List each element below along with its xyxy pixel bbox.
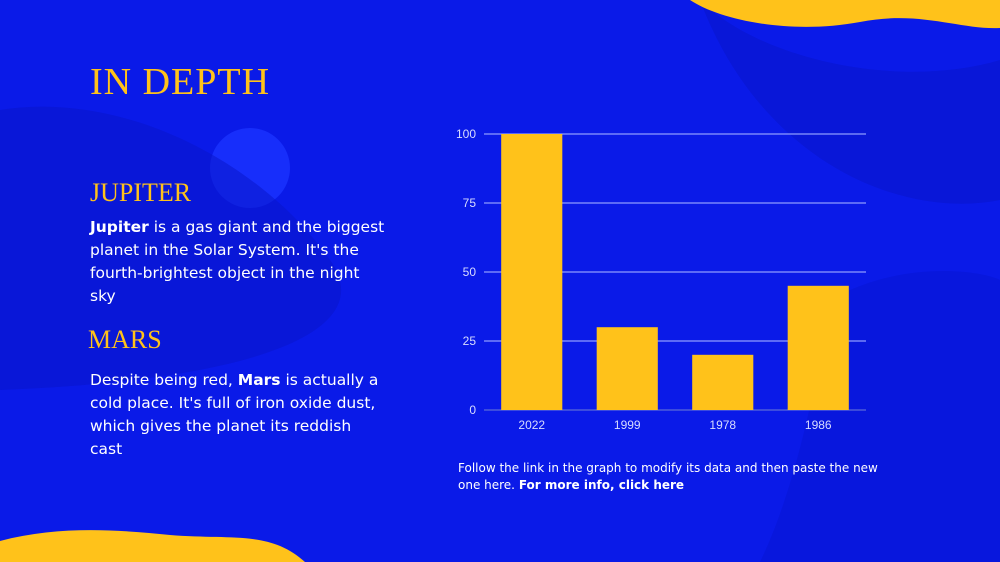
y-tick-label: 50 xyxy=(463,265,477,279)
x-tick-label: 1986 xyxy=(805,418,832,432)
y-tick-label: 75 xyxy=(463,196,477,210)
bar xyxy=(787,285,849,410)
bar xyxy=(596,327,658,410)
mars-pre-text: Despite being red, xyxy=(90,371,238,389)
x-tick-label: 1999 xyxy=(614,418,641,432)
deco-wave-right xyxy=(760,271,1000,562)
mars-text: is actually a cold place. It's full of i… xyxy=(90,371,379,458)
x-tick-label: 1978 xyxy=(709,418,736,432)
page-title: IN DEPTH xyxy=(90,61,271,103)
deco-wave-left xyxy=(0,106,342,391)
deco-wave-top xyxy=(700,0,1000,204)
mars-bold: Mars xyxy=(237,371,281,389)
jupiter-heading: JUPITER xyxy=(90,178,192,207)
bar xyxy=(501,134,563,410)
jupiter-description: Jupiter is a gas giant and the biggest p… xyxy=(90,216,385,308)
y-tick-label: 0 xyxy=(469,403,476,417)
chart-note: Follow the link in the graph to modify i… xyxy=(458,460,878,494)
x-tick-label: 2022 xyxy=(518,418,545,432)
mars-description: Despite being red, Mars is actually a co… xyxy=(90,369,385,461)
more-info-link[interactable]: For more info, click here xyxy=(518,478,685,492)
deco-yellow-top xyxy=(690,0,1000,29)
deco-yellow-bottom xyxy=(0,530,305,562)
mars-heading: MARS xyxy=(88,325,162,354)
y-tick-label: 100 xyxy=(456,127,476,141)
jupiter-bold: Jupiter xyxy=(90,218,149,236)
bar-chart[interactable]: 0 25 50 75 100 2022 1999 1978 1986 xyxy=(430,110,880,440)
jupiter-text: is a gas giant and the biggest planet in… xyxy=(90,218,385,305)
y-tick-label: 25 xyxy=(463,334,477,348)
note-text: Follow the link in the graph to modify i… xyxy=(458,461,878,492)
bar xyxy=(692,354,754,410)
